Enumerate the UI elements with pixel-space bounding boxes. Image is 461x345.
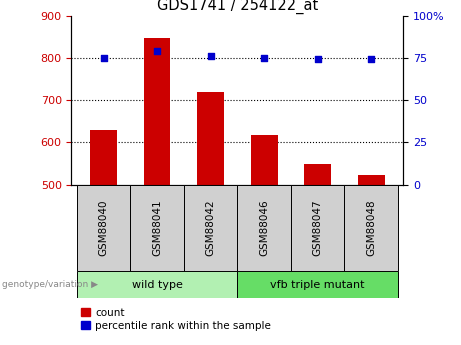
- Bar: [184, 185, 237, 271]
- Point: [154, 48, 161, 54]
- Bar: [77, 271, 237, 298]
- Bar: [77, 185, 130, 271]
- Point: [260, 55, 268, 61]
- Text: GSM88040: GSM88040: [99, 199, 109, 256]
- Bar: [304, 164, 331, 185]
- Text: GSM88041: GSM88041: [152, 199, 162, 256]
- Point: [367, 57, 375, 62]
- Bar: [291, 185, 344, 271]
- Point: [314, 57, 321, 62]
- Title: GDS1741 / 254122_at: GDS1741 / 254122_at: [157, 0, 318, 14]
- Text: GSM88042: GSM88042: [206, 199, 216, 256]
- Bar: [197, 91, 224, 185]
- Bar: [130, 185, 184, 271]
- Bar: [144, 38, 171, 185]
- Text: GSM88047: GSM88047: [313, 199, 323, 256]
- Point: [207, 53, 214, 59]
- Bar: [237, 271, 398, 298]
- Bar: [237, 185, 291, 271]
- Text: vfb triple mutant: vfb triple mutant: [271, 280, 365, 289]
- Bar: [344, 185, 398, 271]
- Bar: [358, 175, 384, 185]
- Text: wild type: wild type: [132, 280, 183, 289]
- Point: [100, 55, 107, 61]
- Text: genotype/variation ▶: genotype/variation ▶: [2, 280, 98, 289]
- Bar: [251, 135, 278, 185]
- Legend: count, percentile rank within the sample: count, percentile rank within the sample: [77, 304, 276, 335]
- Text: GSM88048: GSM88048: [366, 199, 376, 256]
- Text: GSM88046: GSM88046: [259, 199, 269, 256]
- Bar: [90, 130, 117, 185]
